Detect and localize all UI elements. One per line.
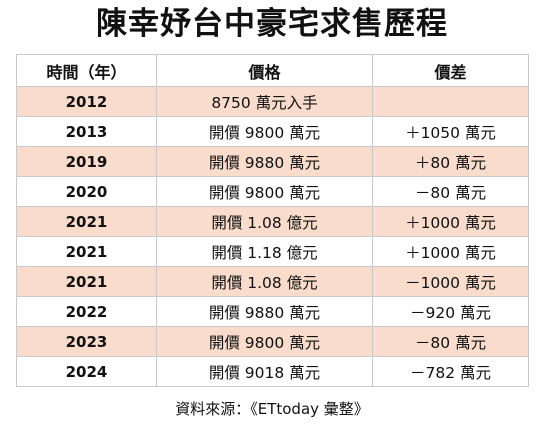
price-cell: 8750 萬元入手 bbox=[156, 86, 373, 117]
diff-cell: －782 萬元 bbox=[372, 356, 529, 387]
price-cell: 開價 9880 萬元 bbox=[156, 296, 373, 327]
diff-cell: －1000 萬元 bbox=[372, 266, 529, 297]
header-price: 價格 bbox=[156, 54, 373, 87]
price-cell: 開價 1.08 億元 bbox=[156, 266, 373, 297]
table-row: 2021 開價 1.18 億元 ＋1000 萬元 bbox=[16, 236, 529, 267]
diff-cell: ＋80 萬元 bbox=[372, 146, 529, 177]
diff-cell: －80 萬元 bbox=[372, 326, 529, 357]
year-cell: 2021 bbox=[16, 266, 157, 297]
header-diff: 價差 bbox=[372, 54, 529, 87]
year-cell: 2021 bbox=[16, 206, 157, 237]
table-row: 2021 開價 1.08 億元 －1000 萬元 bbox=[16, 266, 529, 297]
table-row: 2022 開價 9880 萬元 －920 萬元 bbox=[16, 296, 529, 327]
price-cell: 開價 9800 萬元 bbox=[156, 326, 373, 357]
header-year: 時間（年） bbox=[16, 54, 157, 87]
diff-cell: ＋1000 萬元 bbox=[372, 206, 529, 237]
year-cell: 2024 bbox=[16, 356, 157, 387]
table-row: 2020 開價 9800 萬元 －80 萬元 bbox=[16, 176, 529, 207]
price-cell: 開價 9018 萬元 bbox=[156, 356, 373, 387]
year-cell: 2023 bbox=[16, 326, 157, 357]
price-cell: 開價 9800 萬元 bbox=[156, 176, 373, 207]
price-history-table: 時間（年） 價格 價差 2012 8750 萬元入手 2013 開價 9800 … bbox=[16, 54, 529, 387]
diff-cell: －80 萬元 bbox=[372, 176, 529, 207]
table-header-row: 時間（年） 價格 價差 bbox=[16, 54, 529, 87]
diff-cell: ＋1050 萬元 bbox=[372, 116, 529, 147]
page-title: 陳幸妤台中豪宅求售歷程 bbox=[96, 6, 448, 42]
table-row: 2013 開價 9800 萬元 ＋1050 萬元 bbox=[16, 116, 529, 147]
price-cell: 開價 9880 萬元 bbox=[156, 146, 373, 177]
table-row: 2023 開價 9800 萬元 －80 萬元 bbox=[16, 326, 529, 357]
year-cell: 2021 bbox=[16, 236, 157, 267]
diff-cell: －920 萬元 bbox=[372, 296, 529, 327]
price-cell: 開價 9800 萬元 bbox=[156, 116, 373, 147]
year-cell: 2022 bbox=[16, 296, 157, 327]
diff-cell: ＋1000 萬元 bbox=[372, 236, 529, 267]
year-cell: 2019 bbox=[16, 146, 157, 177]
price-cell: 開價 1.08 億元 bbox=[156, 206, 373, 237]
diff-cell bbox=[372, 86, 529, 117]
table-row: 2024 開價 9018 萬元 －782 萬元 bbox=[16, 356, 529, 387]
year-cell: 2013 bbox=[16, 116, 157, 147]
year-cell: 2020 bbox=[16, 176, 157, 207]
table-row: 2019 開價 9880 萬元 ＋80 萬元 bbox=[16, 146, 529, 177]
year-cell: 2012 bbox=[16, 86, 157, 117]
price-cell: 開價 1.18 億元 bbox=[156, 236, 373, 267]
table-row: 2021 開價 1.08 億元 ＋1000 萬元 bbox=[16, 206, 529, 237]
table-row: 2012 8750 萬元入手 bbox=[16, 86, 529, 117]
source-caption: 資料來源：《ETtoday 彙整》 bbox=[175, 400, 369, 418]
